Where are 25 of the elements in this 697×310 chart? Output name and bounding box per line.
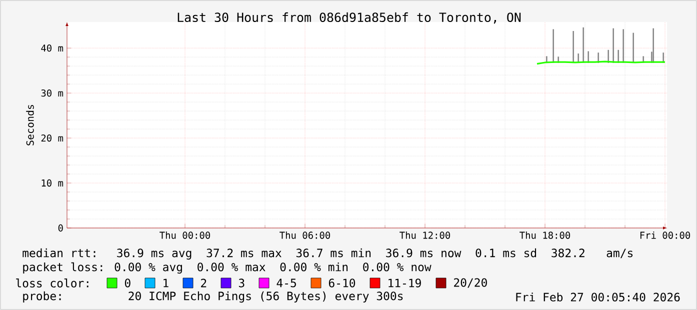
text: packet loss: 0.00 % avg 0.00 % max 0.00 % min 0.00 % now: [23, 262, 432, 274]
legend-label: 2: [201, 278, 206, 288]
y-tick-label: 0: [58, 224, 63, 232]
y-tick-label: 10 m: [42, 179, 64, 187]
x-tick-label: Fri 00:00: [640, 232, 690, 239]
legend-label: 3: [238, 278, 244, 288]
legend-label: 4-5: [276, 278, 296, 288]
y-axis-title: Seconds: [26, 104, 34, 146]
y-tick-label: 30 m: [41, 89, 64, 97]
text: probe: 20 ICMP Echo Pings (56 Bytes) every 300s: [23, 291, 403, 303]
text: median rtt: 36.9 ms avg 37.2 ms max 36.7 ms min 36.9 ms now 0.1 ms sd 382.2 am/s: [22, 248, 633, 260]
legend-title: loss color:: [16, 278, 88, 288]
chart-title: Last 30 Hours from 086d91a85ebf to Toronto, ON: [178, 12, 521, 24]
x-tick-label: Thu 18:00: [520, 232, 570, 239]
x-tick-label: Thu 00:00: [160, 232, 210, 239]
y-tick-label: 20 m: [41, 134, 64, 142]
legend-label: 0: [124, 278, 130, 288]
legend-label: 6-10: [328, 278, 356, 288]
legend-label: 1: [164, 278, 168, 288]
x-tick-label: Thu 06:00: [280, 232, 330, 239]
y-tick-label: 40 m: [41, 44, 64, 52]
legend-label: 11-19: [388, 278, 421, 288]
text: Fri Feb 27 00:05:40 2026: [516, 292, 680, 302]
x-tick-label: Thu 12:00: [400, 232, 450, 239]
legend-label: 20/20: [454, 278, 487, 288]
